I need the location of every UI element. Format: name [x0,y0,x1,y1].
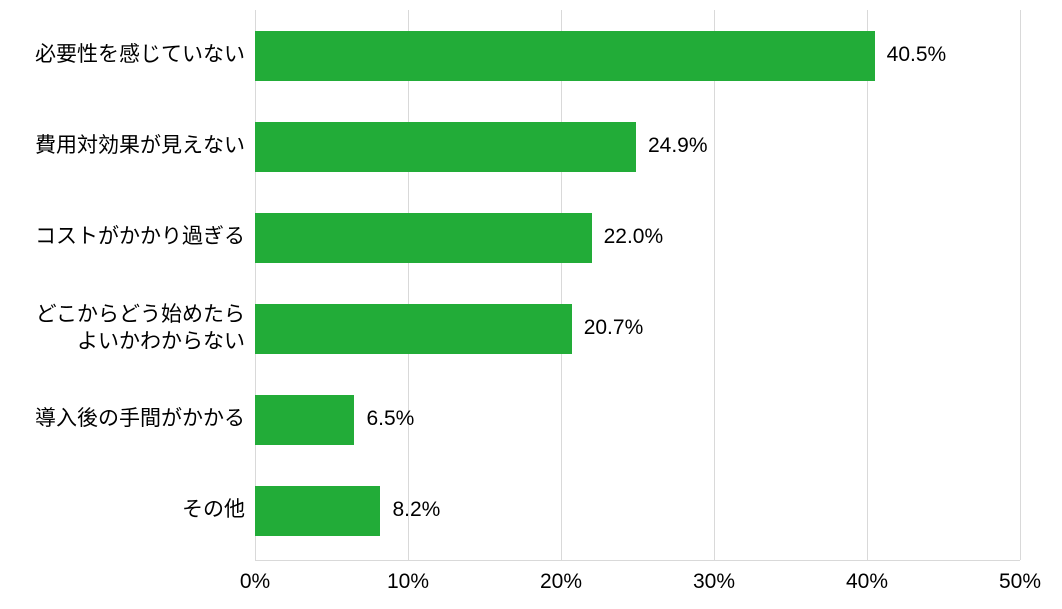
category-label: コストがかかり過ぎる [10,224,245,250]
value-label: 8.2% [392,498,440,522]
category-label: 導入後の手間がかかる [10,406,245,432]
gridline [255,10,256,560]
gridline [1020,10,1021,560]
bar [255,304,572,354]
category-label: 必要性を感じていない [10,42,245,68]
gridline [408,10,409,560]
x-tick-label: 50% [999,570,1041,594]
x-tick-label: 40% [846,570,888,594]
gridline [867,10,868,560]
bar [255,31,875,81]
gridline [561,10,562,560]
bar [255,122,636,172]
plot-area: 40.5% 24.9% 22.0% 20.7% 6.5% 8.2% [255,10,1020,560]
bar [255,486,380,536]
gridline [714,10,715,560]
value-label: 40.5% [887,43,947,67]
value-label: 6.5% [366,407,414,431]
x-tick-label: 10% [387,570,429,594]
value-label: 22.0% [604,225,664,249]
value-label: 24.9% [648,134,708,158]
bar [255,395,354,445]
x-tick-label: 20% [540,570,582,594]
category-label: どこからどう始めたら よいかわからない [10,302,245,355]
x-axis-line [255,560,1020,561]
x-tick-label: 30% [693,570,735,594]
x-tick-label: 0% [240,570,270,594]
category-label: その他 [10,497,245,523]
value-label: 20.7% [584,316,644,340]
bar [255,213,592,263]
bar-chart: 40.5% 24.9% 22.0% 20.7% 6.5% 8.2% 0% 10% 20% 30%… [0,0,1062,609]
category-label: 費用対効果が見えない [10,133,245,159]
